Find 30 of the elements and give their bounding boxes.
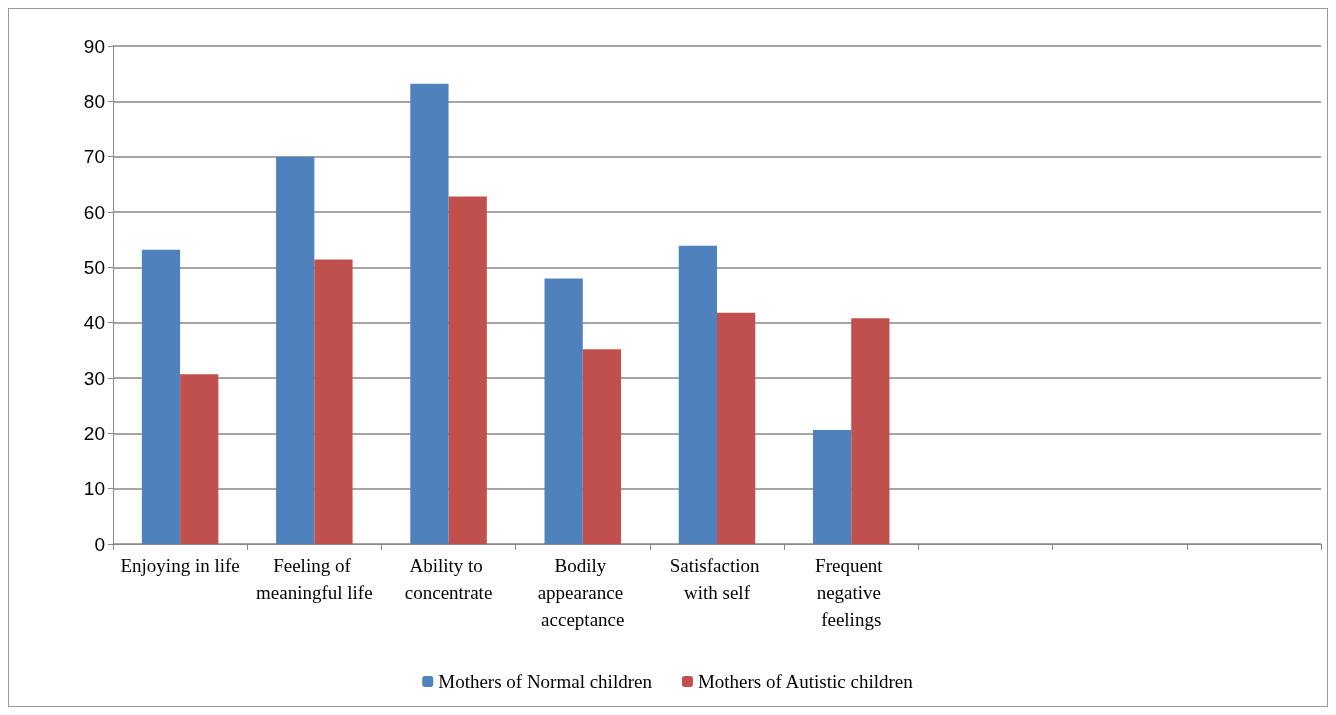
y-tick-label: 40 bbox=[83, 312, 105, 334]
bar bbox=[582, 349, 622, 544]
y-tick-label: 50 bbox=[83, 256, 105, 278]
y-tick-label: 10 bbox=[83, 478, 105, 500]
bar bbox=[410, 83, 449, 544]
bar bbox=[276, 156, 315, 544]
bar bbox=[314, 259, 353, 544]
y-tick-label: 30 bbox=[83, 367, 105, 389]
bar bbox=[717, 312, 756, 544]
x-tick-label: Feeling of meaningful life bbox=[256, 555, 373, 603]
y-tick-label: 80 bbox=[83, 90, 105, 112]
bar bbox=[544, 278, 583, 544]
x-tick-label: Frequent negative feelings bbox=[815, 555, 888, 630]
y-tick-label: 70 bbox=[83, 146, 105, 168]
bar bbox=[678, 245, 717, 544]
bar bbox=[851, 318, 890, 544]
y-tick-label: 60 bbox=[83, 201, 105, 223]
y-tick-label: 20 bbox=[83, 422, 105, 444]
bar bbox=[141, 249, 181, 544]
y-tick-label: 90 bbox=[83, 35, 105, 57]
x-tick-label: Satisfaction with self bbox=[669, 555, 765, 603]
x-tick-label: Ability to concentrate bbox=[404, 555, 493, 603]
bar bbox=[812, 430, 852, 544]
bar bbox=[448, 196, 487, 544]
legend-label: Mothers of Normal children bbox=[438, 671, 653, 692]
legend-label: Mothers of Autistic children bbox=[697, 671, 914, 692]
y-tick-label: 0 bbox=[94, 533, 105, 555]
bar bbox=[180, 374, 219, 544]
x-tick-label: Enjoying in life bbox=[120, 555, 240, 576]
x-tick-label: Bodily appearance acceptance bbox=[537, 555, 628, 630]
